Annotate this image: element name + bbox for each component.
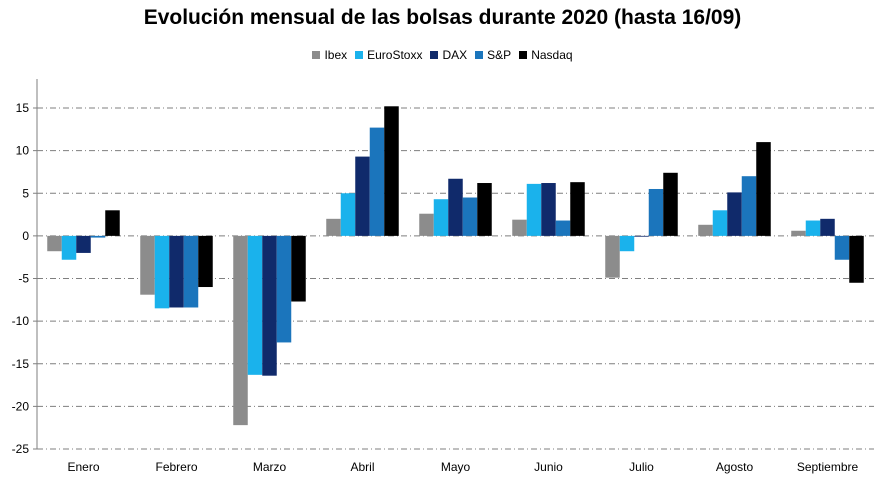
bar	[183, 235, 199, 308]
bar	[849, 235, 864, 283]
legend-swatch	[475, 51, 484, 59]
bar	[663, 172, 678, 236]
bar	[154, 235, 170, 309]
bar	[61, 235, 77, 260]
legend-item: DAX	[430, 48, 467, 62]
y-tick-label: 15	[16, 101, 30, 115]
bar	[634, 235, 649, 237]
legend-swatch	[355, 51, 364, 59]
bar	[555, 220, 571, 236]
bar	[169, 235, 184, 308]
y-tick-label: -25	[12, 442, 30, 456]
x-tick-label: Abril	[350, 460, 374, 474]
bar	[648, 188, 664, 236]
bar	[712, 210, 728, 236]
x-tick-label: Junio	[534, 460, 563, 474]
y-tick-label: -15	[12, 357, 30, 371]
bar	[756, 142, 771, 236]
bar	[570, 182, 585, 236]
bar	[605, 235, 620, 278]
bar	[384, 106, 399, 236]
bar	[512, 219, 527, 236]
bar	[448, 178, 463, 236]
x-tick-label: Mayo	[441, 460, 471, 474]
bar	[698, 224, 713, 236]
legend-swatch	[519, 51, 528, 59]
legend-label: DAX	[442, 48, 468, 62]
y-tick-label: -10	[12, 314, 30, 328]
bar	[834, 235, 850, 260]
legend-item: Nasdaq	[519, 48, 573, 62]
bar	[247, 235, 263, 375]
legend-item: Ibex	[312, 48, 347, 62]
legend-swatch	[312, 51, 321, 59]
bar	[326, 218, 341, 236]
legend-label: EuroStoxx	[367, 48, 423, 62]
legend-swatch	[430, 51, 439, 59]
bar	[820, 218, 835, 236]
bar	[340, 193, 356, 236]
bar	[526, 183, 542, 236]
bar	[433, 199, 449, 236]
bar	[198, 235, 213, 288]
bar	[741, 176, 757, 236]
x-tick-label: Enero	[67, 460, 99, 474]
bar	[90, 235, 106, 238]
bar	[105, 210, 120, 236]
x-tick-label: Julio	[629, 460, 654, 474]
bar	[619, 235, 635, 252]
legend-label: S&P	[487, 48, 512, 62]
chart-title: Evolución mensual de las bolsas durante …	[143, 6, 742, 29]
legend-item: S&P	[475, 48, 511, 62]
y-tick-label: -5	[18, 272, 29, 286]
x-tick-label: Septiembre	[797, 460, 859, 474]
x-tick-label: Febrero	[155, 460, 197, 474]
legend-item: EuroStoxx	[355, 48, 422, 62]
bar	[140, 235, 155, 295]
y-tick-label: 10	[16, 144, 30, 158]
bar	[233, 235, 248, 426]
bar	[805, 220, 821, 236]
y-tick-label: 0	[22, 229, 29, 243]
bar	[791, 230, 806, 236]
bar	[419, 213, 434, 236]
legend: Ibex EuroStoxx DAX S&P Nasdaq	[0, 48, 885, 62]
bar	[47, 235, 62, 252]
bar	[76, 235, 91, 253]
bar	[541, 183, 556, 236]
legend-label: Nasdaq	[531, 48, 573, 62]
bar	[276, 235, 292, 343]
bar	[727, 192, 742, 236]
legend-label: Ibex	[324, 48, 348, 62]
bar	[355, 156, 370, 236]
x-tick-label: Agosto	[716, 460, 754, 474]
bar	[291, 235, 306, 302]
y-tick-label: 5	[22, 186, 29, 200]
x-tick-label: Marzo	[253, 460, 287, 474]
bar	[477, 183, 492, 236]
bar	[262, 235, 277, 376]
y-tick-label: -20	[12, 399, 30, 413]
bar	[369, 127, 385, 236]
bar	[462, 197, 478, 236]
